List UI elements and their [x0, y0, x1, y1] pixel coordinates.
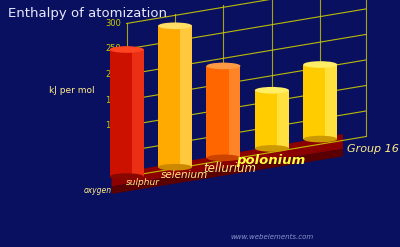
Text: 0: 0 — [116, 172, 121, 181]
Text: selenium: selenium — [161, 170, 208, 180]
Text: oxygen: oxygen — [84, 186, 112, 195]
Ellipse shape — [303, 136, 337, 143]
Text: 100: 100 — [105, 121, 121, 130]
Ellipse shape — [303, 61, 337, 68]
Polygon shape — [180, 26, 192, 167]
Ellipse shape — [158, 164, 192, 171]
Polygon shape — [325, 64, 337, 139]
Text: Group 16: Group 16 — [347, 144, 399, 154]
Polygon shape — [158, 26, 192, 167]
Text: www.webelements.com: www.webelements.com — [231, 234, 314, 240]
Polygon shape — [206, 66, 240, 158]
Polygon shape — [255, 90, 289, 148]
Polygon shape — [127, 0, 366, 177]
Text: 250: 250 — [105, 44, 121, 54]
Ellipse shape — [158, 22, 192, 29]
Text: Enthalpy of atomization: Enthalpy of atomization — [8, 7, 166, 21]
Text: 50: 50 — [110, 146, 121, 156]
Text: 150: 150 — [105, 96, 121, 104]
Polygon shape — [110, 49, 144, 177]
Ellipse shape — [206, 63, 240, 69]
Ellipse shape — [255, 145, 289, 152]
Text: 300: 300 — [105, 19, 121, 28]
Polygon shape — [112, 134, 343, 186]
Text: tellurium: tellurium — [204, 162, 257, 175]
Polygon shape — [228, 66, 240, 158]
Text: polonium: polonium — [236, 154, 305, 167]
Ellipse shape — [110, 46, 144, 53]
Ellipse shape — [206, 155, 240, 161]
Text: 200: 200 — [105, 70, 121, 79]
Ellipse shape — [255, 87, 289, 94]
Polygon shape — [112, 149, 343, 194]
Ellipse shape — [110, 173, 144, 180]
Polygon shape — [303, 64, 337, 139]
Polygon shape — [277, 90, 289, 148]
Text: sulphur: sulphur — [126, 178, 160, 187]
Polygon shape — [132, 49, 144, 177]
Text: kJ per mol: kJ per mol — [49, 86, 95, 95]
